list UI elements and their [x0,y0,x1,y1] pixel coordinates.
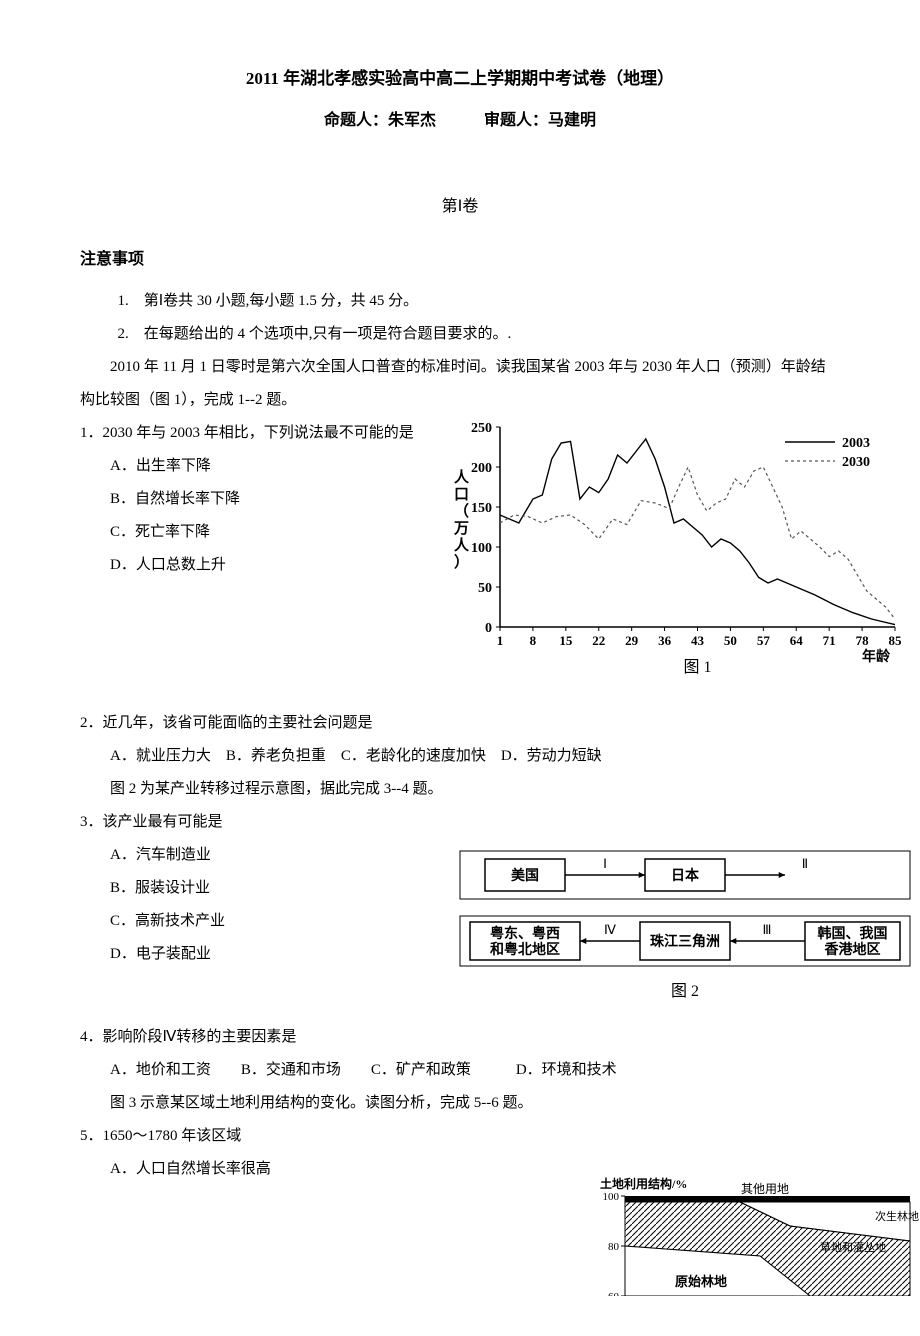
svg-text:0: 0 [485,621,492,636]
svg-text:韩国、我国: 韩国、我国 [818,925,888,942]
svg-text:人: 人 [454,537,470,554]
svg-text:150: 150 [471,501,492,516]
svg-text:57: 57 [757,633,771,648]
svg-text:8: 8 [530,633,537,648]
svg-text:Ⅲ: Ⅲ [763,922,772,937]
question-4: 4．影响阶段Ⅳ转移的主要因素是 [80,1021,840,1054]
svg-text:29: 29 [625,633,639,648]
svg-text:100: 100 [603,1191,620,1203]
svg-text:和粤北地区: 和粤北地区 [490,941,560,958]
svg-text:64: 64 [790,633,804,648]
svg-text:78: 78 [856,633,870,648]
svg-text:美国: 美国 [511,867,539,884]
question-5: 5．1650～1780 年该区域 [80,1120,840,1153]
figure-2: 美国 日本韩国、我国香港地区 珠江三角洲 粤东、粤西和粤北地区 Ⅰ Ⅱ Ⅲ Ⅳ 图 2 [450,846,920,1006]
svg-text:Ⅱ: Ⅱ [802,856,808,871]
svg-text:）: ） [454,553,469,571]
svg-text:粤东、粤西: 粤东、粤西 [490,925,560,942]
svg-text:250: 250 [471,421,492,436]
intro-paragraph: 2010 年 11 月 1 日零时是第六次全国人口普查的标准时间。读我国某省 2… [80,351,840,417]
population-chart: 0 50 100 150 200 250 1 8 15 22 29 36 43 50 57 64 71 78 85年… [440,417,910,677]
svg-text:50: 50 [724,633,737,648]
svg-text:Ⅰ: Ⅰ [603,856,607,871]
svg-text:珠江三角洲: 珠江三角洲 [650,933,720,950]
svg-text:22: 22 [592,633,605,648]
svg-text:次生林地: 次生林地 [875,1209,919,1223]
svg-text:其他用地: 其他用地 [741,1182,789,1196]
question-2: 2．近几年，该省可能面临的主要社会问题是 [80,707,840,740]
svg-text:图 2: 图 2 [671,983,699,1000]
landuse-chart: 土地利用结构/%100 80 60 其他用地次生林地草地和灌丛地原始林地 [590,1176,920,1296]
q4-opts: A．地价和工资 B．交通和市场 C．矿产和政策 D．环境和技术 [110,1054,840,1087]
svg-text:2030: 2030 [842,455,870,470]
intro-paragraph-3: 图 3 示意某区域土地利用结构的变化。读图分析，完成 5--6 题。 [110,1087,840,1120]
svg-text:100: 100 [471,541,492,556]
svg-text:50: 50 [478,581,492,596]
question-3: 3．该产业最有可能是 [80,806,840,839]
svg-text:15: 15 [559,633,573,648]
notice-item: 1. 第Ⅰ卷共 30 小题,每小题 1.5 分，共 45 分。 [118,285,841,318]
svg-text:草地和灌丛地: 草地和灌丛地 [820,1241,886,1254]
q2-opts: A．就业压力大 B．养老负担重 C．老龄化的速度加快 D．劳动力短缺 [110,740,840,773]
svg-text:土地利用结构/%: 土地利用结构/% [600,1176,687,1191]
svg-text:日本: 日本 [671,867,700,884]
svg-text:（: （ [454,502,469,520]
figure-3: 土地利用结构/%100 80 60 其他用地次生林地草地和灌丛地原始林地 [590,1176,920,1296]
svg-text:71: 71 [823,633,836,648]
flow-diagram: 美国 日本韩国、我国香港地区 珠江三角洲 粤东、粤西和粤北地区 Ⅰ Ⅱ Ⅲ Ⅳ 图 2 [450,846,920,1006]
figure-1: 0 50 100 150 200 250 1 8 15 22 29 36 43 50 57 64 71 78 85年… [440,417,910,677]
svg-text:36: 36 [658,633,672,648]
svg-text:2003: 2003 [842,436,870,451]
page-title: 2011 年湖北孝感实验高中高二上学期期中考试卷（地理） [80,60,840,97]
svg-text:200: 200 [471,461,492,476]
authors-line: 命题人：朱军杰 审题人：马建明 [80,103,840,138]
svg-text:60: 60 [608,1291,620,1296]
svg-text:85: 85 [889,633,903,648]
svg-text:1: 1 [497,633,504,648]
svg-text:香港地区: 香港地区 [824,941,881,958]
svg-text:80: 80 [608,1241,620,1253]
svg-text:年龄: 年龄 [862,648,891,665]
section-label: 第Ⅰ卷 [80,189,840,224]
notice-heading: 注意事项 [80,242,840,277]
svg-text:43: 43 [691,633,705,648]
notice-item: 2. 在每题给出的 4 个选项中,只有一项是符合题目要求的。. [118,318,841,351]
svg-text:万: 万 [453,520,469,537]
svg-text:原始林地: 原始林地 [675,1274,727,1289]
svg-text:人: 人 [454,469,470,486]
intro-paragraph-2: 图 2 为某产业转移过程示意图，据此完成 3--4 题。 [110,773,840,806]
svg-text:图 1: 图 1 [683,659,711,676]
svg-text:口: 口 [454,487,469,503]
svg-text:Ⅳ: Ⅳ [604,922,616,937]
